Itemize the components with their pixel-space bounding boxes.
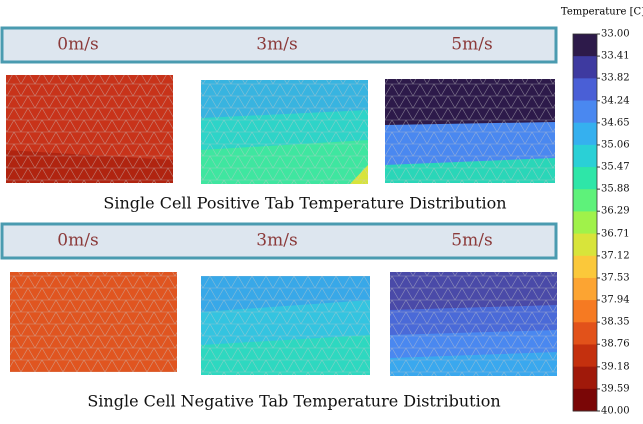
contour-image [6, 75, 173, 183]
speed-label: 3m/s [256, 231, 297, 251]
tick-label: 37.12 [601, 250, 630, 261]
colorbar-band [573, 78, 597, 102]
speed-label: 5m/s [451, 35, 492, 55]
colorbar-band [573, 344, 597, 368]
colorbar-band [573, 300, 597, 323]
tick-label: 33.82 [601, 73, 630, 84]
colorbar-band [573, 167, 597, 190]
contour-image [385, 79, 555, 183]
colorbar-band [573, 366, 597, 390]
speed-label: 5m/s [451, 231, 492, 251]
tick-label: 34.24 [601, 95, 630, 106]
colorbar-band [573, 189, 597, 212]
speed-label: 0m/s [57, 35, 98, 55]
tick-label: 35.88 [601, 184, 630, 195]
tick-label: 35.47 [601, 162, 630, 173]
tick-label: 36.71 [601, 228, 630, 239]
colorbar-band [573, 34, 597, 57]
tick-label: 34.65 [601, 117, 630, 128]
banner [0, 26, 558, 64]
speed-label: 3m/s [256, 35, 297, 55]
colorbar: 33.00 33.41 33.82 34.24 34.65 35.06 35.47 35.88… [572, 29, 630, 417]
contour-image [390, 272, 557, 376]
speed-label: 0m/s [57, 231, 98, 251]
tick-label: 40.00 [601, 406, 630, 417]
colorbar-band [573, 100, 597, 124]
contour-image [10, 272, 177, 372]
colorbar-band [573, 388, 597, 412]
colorbar-band [573, 144, 597, 168]
colorbar-band [573, 322, 597, 345]
colorbar-band [573, 233, 597, 257]
tick-label: 39.18 [601, 361, 630, 372]
colorbar-band [573, 211, 597, 235]
colorbar-band [573, 122, 597, 146]
tick-label: 39.59 [601, 383, 630, 394]
contour-image [201, 80, 368, 184]
tick-label: 33.41 [601, 51, 630, 62]
colorbar-band [573, 255, 597, 279]
banner [0, 222, 558, 260]
tick-label: 36.29 [601, 206, 630, 217]
caption: Single Cell Positive Tab Temperature Dis… [103, 194, 506, 213]
colorbar-band [573, 56, 597, 79]
tick-label: 37.94 [601, 295, 630, 306]
tick-label: 38.35 [601, 317, 630, 328]
tick-label: 35.06 [601, 139, 630, 150]
colorbar-title: Temperature [C] [561, 7, 643, 18]
tick-label: 33.00 [601, 29, 630, 40]
tick-label: 38.76 [601, 339, 630, 350]
colorbar-frame [572, 33, 598, 412]
tick-label: 37.53 [601, 272, 630, 283]
contour-image [201, 276, 370, 375]
caption: Single Cell Negative Tab Temperature Dis… [87, 392, 500, 411]
colorbar-band [573, 277, 597, 301]
